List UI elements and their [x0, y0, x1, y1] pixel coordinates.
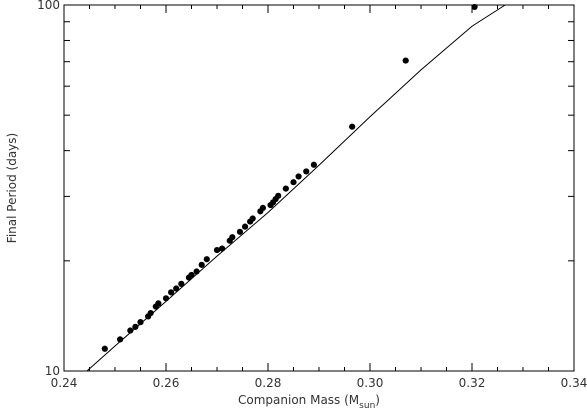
- data-point: [241, 223, 249, 230]
- data-point: [219, 245, 226, 252]
- x-axis-title-suffix: ): [375, 393, 380, 407]
- x-axis-title: Companion Mass (Msun): [238, 393, 380, 411]
- data-point: [132, 323, 139, 330]
- data-point: [402, 57, 409, 64]
- x-tick-label: 0.32: [459, 376, 486, 390]
- data-point: [236, 228, 244, 235]
- data-point: [290, 179, 297, 186]
- data-point: [162, 295, 170, 302]
- data-point: [275, 192, 282, 199]
- data-point: [203, 256, 210, 263]
- data-point: [349, 123, 356, 130]
- y-tick-label: 10: [45, 364, 60, 378]
- x-tick-label: 0.34: [561, 376, 587, 390]
- data-point: [178, 280, 185, 287]
- data-point: [127, 327, 134, 334]
- x-axis-title-subscript: sun: [359, 401, 375, 411]
- data-point: [295, 173, 302, 180]
- data-point: [188, 271, 195, 279]
- data-point: [303, 168, 310, 175]
- data-point: [193, 268, 200, 275]
- data-point: [249, 215, 256, 222]
- data-point: [310, 161, 317, 168]
- data-point: [147, 309, 154, 317]
- x-tick-label: 0.30: [357, 376, 384, 390]
- x-tick-label: 0.26: [153, 376, 180, 390]
- axes-group: [63, 4, 575, 372]
- data-point: [117, 336, 124, 343]
- labels-group: 0.24 0.26 0.28 0.30 0.32 0.34 10 100 Final Perio…: [5, 0, 587, 411]
- x-axis-title-main: Companion Mass (M: [238, 393, 359, 407]
- data-point: [137, 319, 144, 326]
- data-point: [213, 246, 221, 254]
- plot-frame: [63, 4, 575, 372]
- data-point: [155, 300, 162, 307]
- data-point: [198, 261, 205, 268]
- data-point: [173, 285, 180, 292]
- x-tick-label: 0.28: [255, 376, 282, 390]
- data-point: [101, 345, 108, 352]
- y-axis-title: Final Period (days): [5, 133, 19, 243]
- plot-group: [86, 3, 506, 372]
- data-point: [282, 185, 289, 192]
- data-point: [259, 204, 266, 212]
- y-tick-label: 100: [37, 0, 60, 12]
- data-point: [168, 289, 175, 296]
- data-point: [229, 234, 236, 241]
- x-tick-label: 0.24: [51, 376, 78, 390]
